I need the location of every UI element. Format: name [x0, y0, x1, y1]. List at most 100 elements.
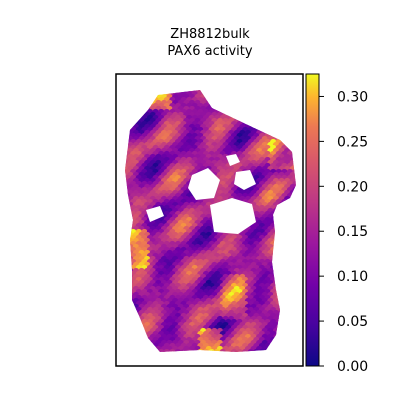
tissue-spot: [351, 166, 357, 172]
tissue-spot: [219, 90, 226, 92]
tissue-spot: [267, 99, 274, 107]
tissue-spot: [329, 262, 335, 268]
tissue-spot: [323, 118, 329, 124]
tissue-spot: [130, 96, 137, 104]
tissue-spot: [135, 108, 142, 116]
tissue-spot: [393, 271, 399, 277]
tissue-spot: [360, 211, 366, 217]
tissue-spot: [332, 247, 338, 253]
tissue-spot: [267, 93, 274, 101]
tissue-spot: [371, 223, 377, 229]
tissue-spot: [374, 100, 380, 106]
tissue-spot: [132, 315, 140, 323]
tissue-spot: [393, 187, 399, 193]
tissue-spot: [343, 205, 349, 211]
tissue-spot: [125, 108, 131, 116]
tissue-spot: [377, 121, 383, 127]
tissue-spot: [321, 253, 327, 259]
tissue-spot: [247, 90, 254, 98]
tissue-spot: [354, 295, 360, 301]
tissue-spot: [278, 315, 285, 323]
tissue-spot: [391, 100, 397, 106]
tissue-spot: [125, 102, 126, 110]
tissue-spot: [230, 90, 238, 92]
tissue-spot: [371, 193, 377, 199]
tissue-spot: [385, 292, 391, 298]
tissue-spot: [388, 193, 394, 199]
tissue-spot: [329, 88, 335, 94]
tissue-spot: [346, 214, 352, 220]
tissue-spot: [371, 103, 377, 109]
tissue-spot: [289, 93, 296, 101]
tissue-spot: [382, 229, 388, 235]
tissue-spot: [371, 169, 377, 175]
tissue-spot: [278, 213, 285, 221]
tissue-spot: [323, 202, 329, 208]
tissue-spot: [329, 274, 335, 280]
tissue-spot: [292, 282, 296, 290]
tissue-spot: [286, 252, 294, 260]
tissue-spot: [393, 319, 399, 325]
tissue-spot: [125, 174, 126, 182]
tissue-spot: [292, 294, 296, 302]
tissue-spot: [379, 214, 385, 220]
tissue-spot: [357, 214, 363, 220]
tissue-spot: [343, 109, 349, 115]
tissue-spot: [365, 241, 371, 247]
tissue-spot: [379, 220, 385, 226]
tissue-spot: [244, 99, 252, 107]
tissue-spot: [326, 115, 332, 121]
tissue-spot: [388, 235, 394, 241]
tissue-spot: [125, 294, 126, 302]
tissue-spot: [326, 91, 332, 97]
tissue-spot: [281, 216, 288, 224]
tissue-spot: [323, 184, 329, 190]
tissue-spot: [377, 247, 383, 253]
tissue-spot: [374, 208, 380, 214]
tissue-spot: [281, 204, 288, 212]
tissue-spot: [326, 199, 332, 205]
tissue-spot: [340, 304, 346, 310]
tissue-spot: [278, 201, 285, 209]
tissue-spot: [388, 313, 394, 319]
tissue-spot: [286, 210, 294, 218]
tissue-spot: [396, 202, 400, 208]
tissue-spot: [388, 151, 394, 157]
tissue-spot: [125, 285, 128, 293]
tissue-spot: [321, 241, 327, 247]
tissue-spot: [391, 304, 397, 310]
tissue-spot: [363, 118, 369, 124]
tissue-spot: [382, 157, 388, 163]
tissue-spot: [326, 253, 332, 259]
tissue-spot: [289, 297, 296, 305]
tissue-spot: [388, 133, 394, 139]
tissue-spot: [321, 121, 327, 127]
tissue-spot: [335, 304, 341, 310]
tissue-spot: [286, 258, 294, 266]
tissue-spot: [351, 112, 357, 118]
tissue-spot: [374, 130, 380, 136]
tissue-spot: [295, 243, 296, 251]
tissue-spot: [368, 136, 374, 142]
tissue-spot: [365, 169, 371, 175]
tissue-spot: [329, 310, 335, 316]
tissue-spot: [125, 318, 126, 326]
tissue-spot: [230, 108, 238, 116]
tissue-spot: [281, 210, 288, 218]
tissue-spot: [385, 304, 391, 310]
tissue-spot: [340, 106, 346, 112]
tissue-spot: [374, 214, 380, 220]
tissue-spot: [321, 205, 327, 211]
tissue-spot: [363, 106, 369, 112]
tissue-spot: [391, 178, 397, 184]
tissue-spot: [125, 267, 128, 275]
tissue-spot: [379, 94, 385, 100]
tissue-spot: [391, 274, 397, 280]
tissue-spot: [275, 90, 282, 98]
tissue-spot: [368, 232, 374, 238]
tissue-spot: [127, 303, 134, 311]
tissue-spot: [346, 250, 352, 256]
tissue-spot: [286, 276, 294, 284]
tissue-spot: [295, 219, 296, 227]
tissue-spot: [388, 307, 394, 313]
